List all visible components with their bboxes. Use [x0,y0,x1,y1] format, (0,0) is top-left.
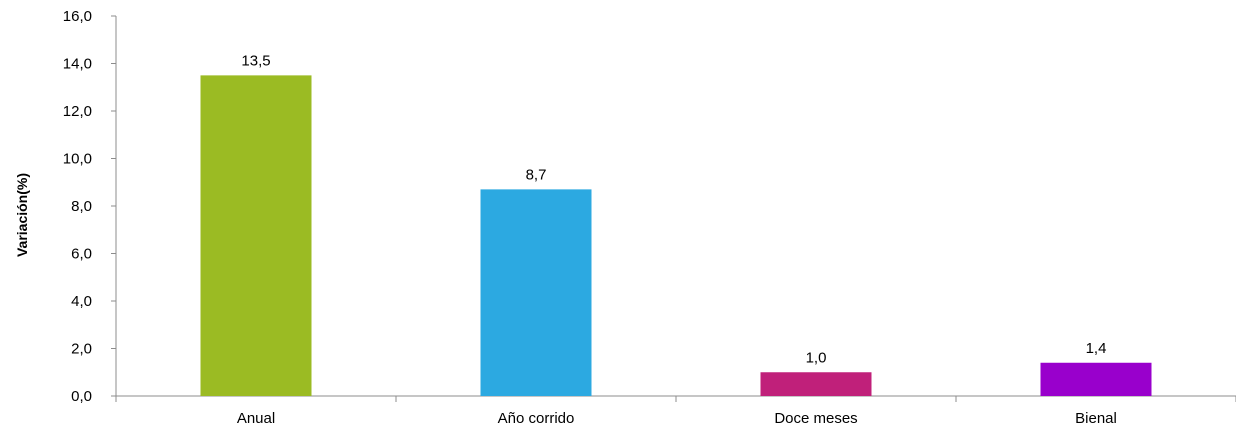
bar-doce-meses [760,372,872,396]
y-tick-label: 6,0 [71,246,92,263]
data-label: 8,7 [526,166,547,183]
data-labels: 13,5 8,7 1,0 1,4 [241,52,1106,366]
y-tick-label: 14,0 [63,56,92,73]
y-ticks: 0,0 2,0 4,0 6,0 8,0 10,0 12,0 14,0 16,0 [63,8,116,405]
x-category-label: Año corrido [498,410,575,427]
data-label: 1,0 [806,349,827,366]
data-label: 13,5 [241,52,270,69]
y-tick-label: 10,0 [63,151,92,168]
data-label: 1,4 [1086,340,1107,357]
bars [200,75,1152,396]
y-tick-label: 12,0 [63,103,92,120]
y-tick-label: 0,0 [71,388,92,405]
bar-anual [200,75,312,396]
y-axis-title: Variación(%) [14,173,30,257]
y-tick-label: 2,0 [71,341,92,358]
y-axis-title-group: Variación(%) [14,173,30,257]
x-category-label: Anual [237,410,275,427]
bar-bienal [1040,362,1152,396]
bar-año-corrido [480,189,592,396]
x-ticks: Anual Año corrido Doce meses Bienal [115,396,1236,427]
y-tick-label: 16,0 [63,8,92,25]
x-category-label: Bienal [1075,410,1117,427]
x-category-label: Doce meses [774,410,857,427]
y-tick-label: 4,0 [71,293,92,310]
y-tick-label: 8,0 [71,198,92,215]
